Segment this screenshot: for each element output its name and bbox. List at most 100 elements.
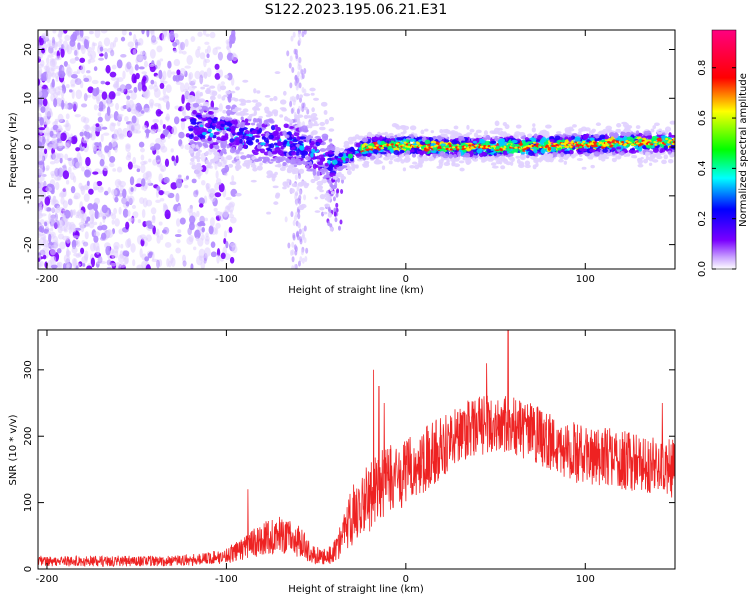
spectrogram-blob — [212, 47, 218, 56]
spectrogram-blob — [366, 153, 372, 158]
spectrogram-blob — [228, 163, 234, 168]
spectrogram-blob — [75, 161, 83, 169]
spectrogram-blob — [444, 139, 450, 143]
spectrogram-blob — [64, 101, 68, 110]
spectrogram-blob — [94, 197, 101, 205]
spectrogram-blob — [50, 244, 58, 250]
spectrogram-blob — [458, 145, 462, 148]
spectrogram-blob — [79, 57, 86, 63]
spectrogram-blob — [80, 247, 85, 255]
spectrogram-blob — [120, 53, 127, 58]
spectrogram-blob — [590, 142, 595, 145]
spectrogram-blob — [361, 137, 369, 143]
spectrogram-blob — [312, 163, 318, 170]
spectrogram-blob — [205, 90, 211, 95]
spectrogram-blob — [301, 155, 306, 159]
spectrogram-blob — [231, 53, 238, 62]
spectrogram-blob — [398, 137, 403, 141]
spectrogram-blob — [217, 182, 222, 185]
spectrogram-blob — [132, 211, 139, 219]
colorbar-gradient — [711, 29, 737, 270]
spectrogram-blob — [146, 30, 150, 38]
spectrogram-blob — [516, 144, 520, 147]
spectrogram-blob — [605, 144, 610, 147]
spectrogram-blob — [226, 128, 231, 132]
spectrogram-blob — [301, 102, 305, 109]
spectrogram-blob — [127, 41, 135, 48]
spectrogram-blob — [79, 131, 84, 137]
spectrogram-blob — [212, 142, 219, 146]
spectrogram-blob — [65, 179, 70, 185]
snr-series-line — [38, 330, 675, 568]
spectrogram-blob — [223, 230, 228, 238]
spectrogram-blob — [331, 164, 335, 168]
spectrogram-blob — [198, 106, 202, 110]
spectrogram-blob — [197, 31, 203, 37]
spectrogram-blob — [38, 78, 41, 86]
spectrogram-blob — [308, 161, 313, 167]
spectrogram-blob — [334, 217, 338, 223]
spectrogram-blob — [301, 227, 305, 234]
spectrogram-blob — [448, 153, 453, 159]
spectrogram-blob — [198, 197, 205, 205]
spectrogram-blob — [267, 150, 272, 157]
spectrogram-blob — [163, 176, 170, 184]
spectrogram-blob — [601, 153, 608, 159]
spectrogram-blob — [476, 148, 483, 154]
spectrogram-blob — [259, 148, 266, 154]
spectrogram-blob — [296, 230, 300, 237]
spectrogram-blob — [210, 159, 216, 164]
spectrogram-blob — [469, 128, 475, 133]
spectrogram-blob — [42, 98, 48, 107]
spectrogram-blob — [130, 243, 136, 253]
spectrogram-blob — [422, 144, 427, 148]
spectrogram-blob — [324, 118, 329, 125]
spectrogram-blob — [71, 246, 78, 254]
spectrogram-blob — [582, 148, 588, 152]
spectrogram-blob — [252, 106, 258, 111]
snr-y-tick-label: 100 — [23, 493, 34, 512]
spectrogram-blob — [277, 140, 281, 144]
spectrogram-blob — [193, 246, 197, 251]
spectrogram-blob — [72, 235, 80, 239]
spectrogram-blob — [328, 138, 333, 142]
spectrogram-blob — [83, 77, 90, 82]
spectrogram-blob — [66, 221, 72, 231]
spectrogram-blob — [543, 153, 549, 159]
spectrogram-blob — [256, 90, 261, 94]
spectrogram-blob — [226, 144, 230, 149]
spectrogram-blob — [333, 207, 337, 213]
spectrogram-blob — [453, 163, 461, 168]
spectrogram-blob — [258, 115, 263, 119]
spectrogram-blob — [57, 226, 63, 234]
spectrogram-blob — [93, 235, 99, 243]
spectrogram-blob — [110, 49, 115, 57]
spectrogram-blob — [668, 139, 672, 142]
spectrogram-blob — [62, 170, 70, 180]
spectrogram-blob — [300, 203, 307, 209]
spectrogram-blob — [208, 106, 213, 110]
spectrogram-blob — [114, 147, 118, 153]
spectrogram-blob — [181, 105, 187, 114]
spectrogram-blob — [125, 154, 132, 161]
spectrogram-blob — [183, 115, 191, 120]
spectrogram-blob — [73, 49, 78, 56]
spectrogram-blob — [324, 192, 330, 198]
spectrogram-blob — [52, 255, 57, 266]
spectrogram-blob — [506, 147, 511, 152]
spectrogram-blob — [356, 158, 364, 162]
spectrogram-blob — [277, 156, 283, 162]
spectrogram-blob — [243, 160, 251, 165]
spectrogram-blob — [669, 120, 675, 125]
spectrogram-blob — [316, 180, 324, 187]
spectrogram-blob — [291, 151, 297, 156]
spectrogram-blob — [84, 169, 90, 176]
spectrogram-blob — [109, 122, 116, 132]
spectrogram-blob — [204, 247, 211, 257]
spectrogram-blob — [219, 69, 224, 78]
spectrogram-blob — [644, 151, 650, 157]
spectrogram-blob — [177, 174, 182, 178]
spectrogram-blob — [289, 140, 293, 145]
spectrogram-blob — [319, 189, 324, 193]
spectrogram-blob — [179, 67, 186, 76]
